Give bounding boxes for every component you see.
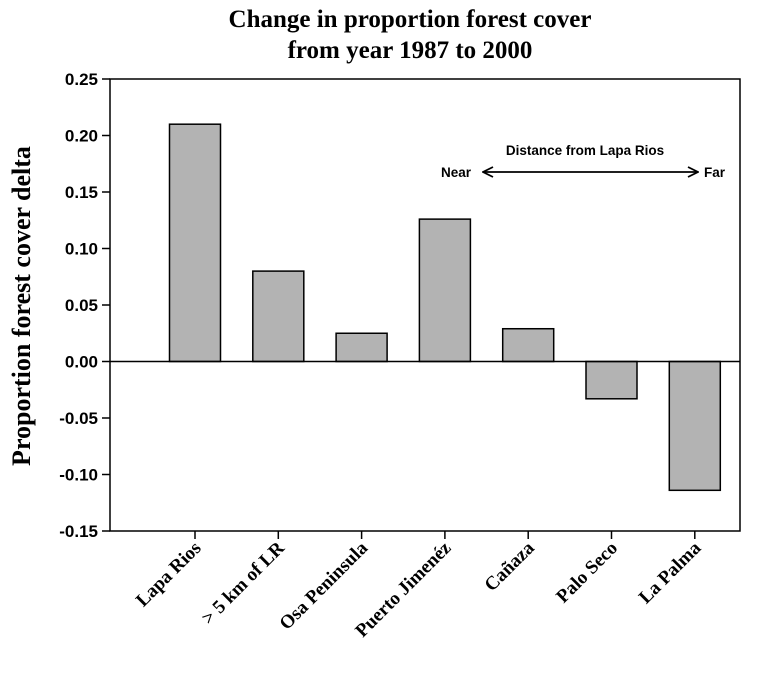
y-tick-label: 0.10 bbox=[65, 240, 98, 259]
bars bbox=[168, 123, 722, 492]
y-ticks: -0.15 -0.10 -0.05 0.00 0.05 0.10 0.15 0.20 0.25 bbox=[59, 70, 110, 541]
y-tick-label: -0.15 bbox=[59, 522, 98, 541]
x-tick-label: > 5 km of LR bbox=[198, 537, 289, 628]
y-tick-label: 0.15 bbox=[65, 183, 98, 202]
bar bbox=[335, 332, 388, 363]
distance-annotation-label: Distance from Lapa Rios bbox=[506, 143, 664, 158]
y-tick-label: 0.20 bbox=[65, 127, 98, 146]
bar bbox=[168, 123, 222, 363]
chart-title-line-2: from year 1987 to 2000 bbox=[288, 37, 533, 64]
bar bbox=[418, 218, 472, 363]
bar bbox=[501, 327, 555, 363]
y-tick-label: -0.05 bbox=[59, 409, 98, 428]
bar bbox=[585, 360, 638, 400]
bar bbox=[252, 270, 305, 363]
y-axis-label: Proportion forest cover delta bbox=[7, 146, 36, 466]
y-tick-label: 0.00 bbox=[65, 353, 98, 372]
distance-annotation: Distance from Lapa Rios Near Far bbox=[441, 143, 726, 180]
x-tick-label: Cañaza bbox=[481, 537, 539, 595]
distance-annotation-far: Far bbox=[704, 165, 726, 180]
bar bbox=[668, 360, 722, 492]
chart-title-line-1: Change in proportion forest cover bbox=[229, 6, 592, 33]
x-tick-label: Lapa Rios bbox=[132, 538, 205, 611]
distance-annotation-near: Near bbox=[441, 165, 472, 180]
y-tick-label: 0.25 bbox=[65, 70, 98, 89]
y-tick-label: -0.10 bbox=[59, 466, 98, 485]
x-tick-label: Palo Seco bbox=[552, 538, 622, 608]
x-tick-label: La Palma bbox=[635, 537, 706, 608]
y-tick-label: 0.05 bbox=[65, 296, 98, 315]
